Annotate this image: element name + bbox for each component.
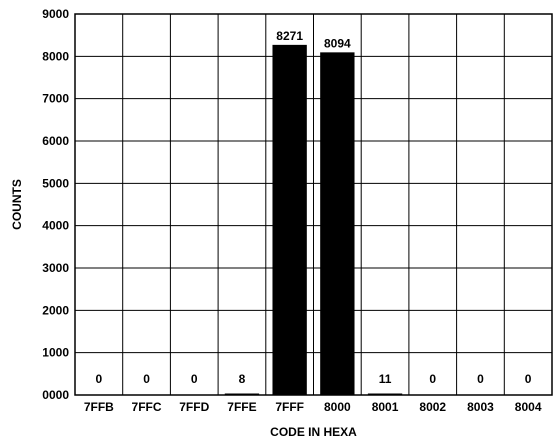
data-label-8004: 0 [525, 372, 532, 386]
x-tick-label: 7FFC [132, 400, 162, 414]
y-tick-label: 8000 [42, 49, 69, 63]
data-label-8001: 11 [379, 372, 392, 386]
data-label-8003: 0 [477, 372, 484, 386]
x-tick-label: 8004 [515, 400, 542, 414]
x-tick-label: 8003 [467, 400, 494, 414]
bars [224, 44, 403, 396]
bar-7FFF [272, 44, 307, 396]
data-label-7FFC: 0 [143, 372, 150, 386]
data-label-7FFF: 8271 [276, 29, 303, 43]
x-tick-label: 8001 [372, 400, 399, 414]
y-tick-label: 9000 [42, 7, 69, 21]
x-tick-label: 7FFB [84, 400, 114, 414]
data-label-8000: 8094 [324, 36, 351, 50]
data-label-8002: 0 [429, 372, 436, 386]
y-tick-label: 1000 [42, 346, 69, 360]
y-axis-title: COUNTS [10, 179, 24, 230]
data-label-7FFE: 8 [239, 372, 246, 386]
data-labels: 0 0 0 8 8271 8094 11 0 0 0 [96, 29, 532, 386]
x-axis-title: CODE IN HEXA [270, 425, 357, 439]
x-tick-label: 7FFD [179, 400, 209, 414]
x-tick-label: 7FFF [275, 400, 304, 414]
grid-lines [75, 13, 552, 396]
y-tick-label: 5000 [42, 176, 69, 190]
bar-8000 [320, 52, 355, 395]
data-label-7FFB: 0 [96, 372, 103, 386]
x-tick-label: 8000 [324, 400, 351, 414]
plot-frame [74, 13, 553, 396]
data-label-7FFD: 0 [191, 372, 198, 386]
x-tick-label: 8002 [419, 400, 446, 414]
y-tick-label: 6000 [42, 134, 69, 148]
x-axis-ticks: 7FFB 7FFC 7FFD 7FFE 7FFF 8000 8001 8002 8003 8004 [84, 400, 542, 414]
y-tick-label: 7000 [42, 92, 69, 106]
y-tick-label: 3000 [42, 261, 69, 275]
y-axis-ticks: 0000 1000 2000 3000 4000 5000 6000 7000 8000 9000 [42, 7, 69, 402]
y-tick-label: 4000 [42, 219, 69, 233]
y-tick-label: 2000 [42, 303, 69, 317]
y-tick-label: 0000 [42, 388, 69, 402]
x-tick-label: 7FFE [227, 400, 256, 414]
